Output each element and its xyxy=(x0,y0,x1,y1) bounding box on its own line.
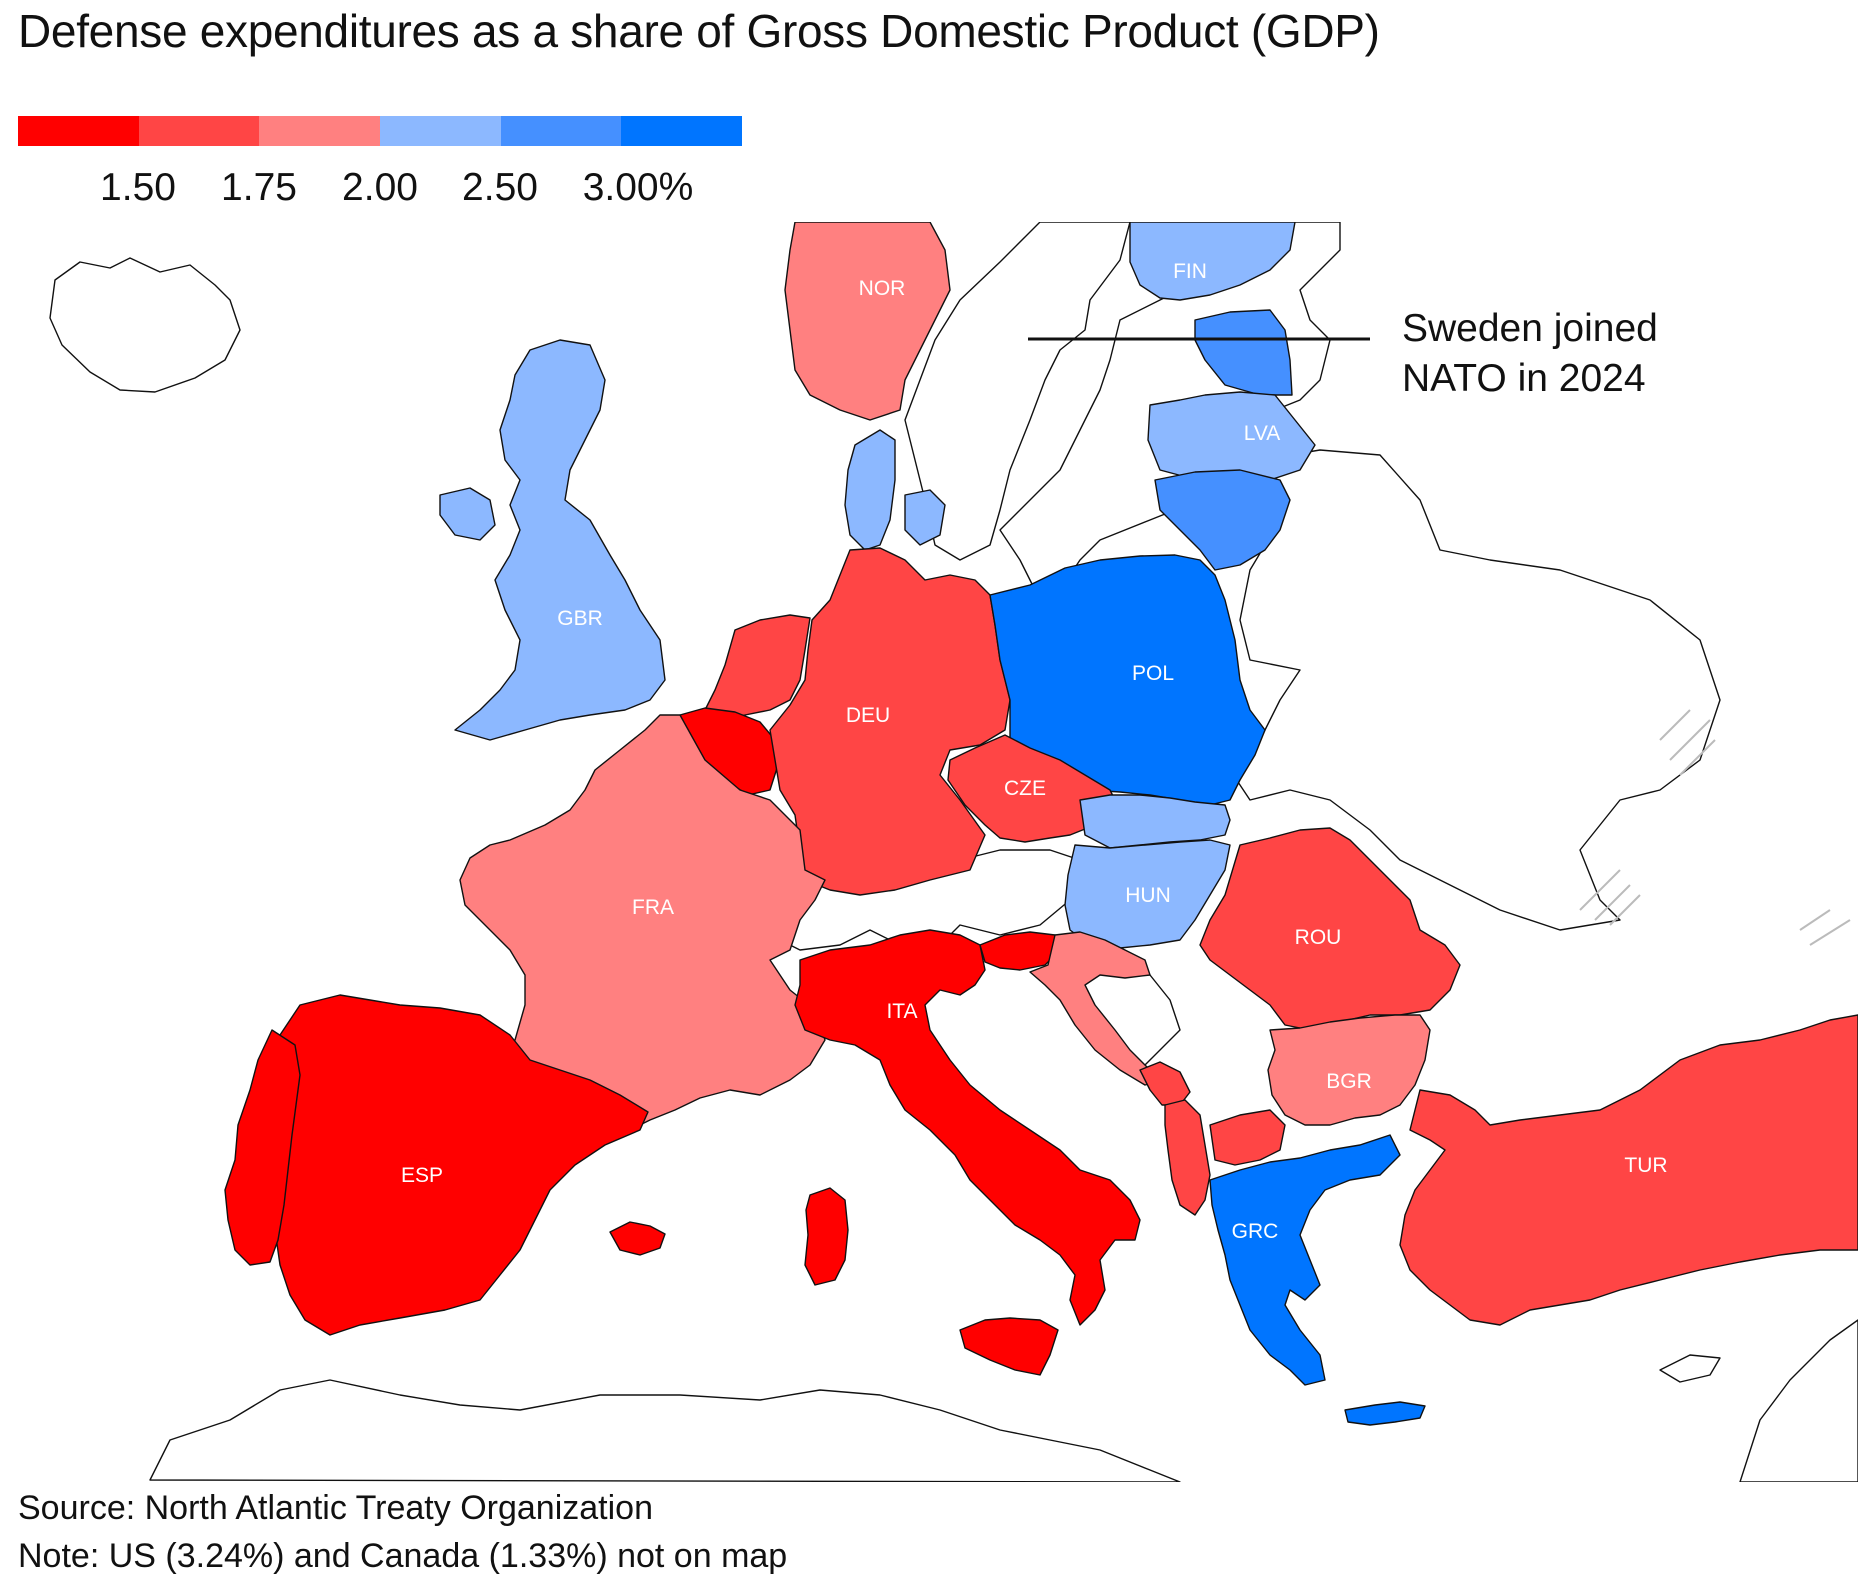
country-label: FRA xyxy=(632,896,674,919)
legend-swatch xyxy=(380,116,501,146)
country-LVA xyxy=(1147,391,1316,483)
color-legend: 1.50 1.75 2.00 2.50 3.00% xyxy=(18,116,778,209)
country-ALB xyxy=(1164,1099,1211,1216)
country-MKD xyxy=(1209,1109,1286,1166)
legend-swatch xyxy=(259,116,381,146)
country-HRV xyxy=(1029,931,1166,1086)
source-note: Source: North Atlantic Treaty Organizati… xyxy=(18,1489,653,1527)
footnote: Note: US (3.24%) and Canada (1.33%) not … xyxy=(18,1537,788,1575)
country-label: ITA xyxy=(886,1000,917,1023)
country-labels: NOR FIN LVA GBR DEU POL CZE HUN FRA ROU … xyxy=(401,260,1668,1243)
annotation-line-2: NATO in 2024 xyxy=(1402,357,1646,400)
country-label: POL xyxy=(1132,662,1174,685)
legend-swatch xyxy=(138,116,260,146)
country-label: ROU xyxy=(1295,926,1342,949)
legend-tick-label: 1.50 xyxy=(100,166,176,209)
iceland-shape xyxy=(49,257,241,393)
north-africa-shape xyxy=(149,1379,1181,1482)
country-BGR xyxy=(1267,1014,1431,1126)
country-label: ESP xyxy=(401,1164,443,1187)
sweden-annotation: Sweden joined NATO in 2024 xyxy=(1402,304,1658,404)
country-label: FIN xyxy=(1173,260,1207,283)
country-TUR xyxy=(1399,1014,1858,1326)
nato-countries xyxy=(224,222,1858,1426)
country-ITA xyxy=(794,929,1141,1376)
map-title: Defense expenditures as a share of Gross… xyxy=(18,5,1380,57)
country-NLD xyxy=(704,614,811,721)
sweden-shape xyxy=(904,222,1131,561)
country-GBR xyxy=(439,339,666,741)
europe-map: NOR FIN LVA GBR DEU POL CZE HUN FRA ROU … xyxy=(49,222,1858,1482)
country-HUN xyxy=(1064,839,1231,949)
country-label: CZE xyxy=(1004,777,1046,800)
country-PRT xyxy=(224,1029,301,1266)
annotation-line-1: Sweden joined xyxy=(1402,307,1658,350)
legend-swatch xyxy=(621,116,743,146)
legend-tick-label: 2.00 xyxy=(342,166,418,209)
country-MNE xyxy=(1139,1061,1191,1106)
country-label: GBR xyxy=(557,607,603,630)
legend-swatch xyxy=(500,116,622,146)
country-EST xyxy=(1194,309,1293,396)
country-label: DEU xyxy=(846,704,890,727)
country-label: LVA xyxy=(1244,422,1281,445)
country-LTU xyxy=(1154,469,1291,571)
country-label: GRC xyxy=(1232,1220,1279,1243)
legend-tick-label: 1.75 xyxy=(221,166,297,209)
country-label: HUN xyxy=(1125,884,1171,907)
legend-color-bar xyxy=(18,116,743,146)
cyprus-shape xyxy=(1659,1354,1721,1383)
background-land xyxy=(49,222,1858,1482)
legend-tick-label: 2.50 xyxy=(462,166,538,209)
country-label: TUR xyxy=(1624,1154,1667,1177)
country-label: BGR xyxy=(1326,1070,1372,1093)
country-label: NOR xyxy=(859,277,906,300)
country-ROU xyxy=(1199,827,1461,1031)
country-GRC xyxy=(1209,1134,1426,1426)
legend-swatch xyxy=(18,116,139,146)
mideast-shape xyxy=(1739,1319,1858,1482)
country-NOR xyxy=(784,222,951,421)
country-FIN xyxy=(1129,222,1296,301)
footer: Source: North Atlantic Treaty Organizati… xyxy=(18,1484,787,1580)
country-DNK xyxy=(844,429,946,551)
hatched-territory xyxy=(1579,709,1851,946)
legend-tick-label: 3.00% xyxy=(582,166,694,209)
legend-ticks: 1.50 1.75 2.00 2.50 3.00% xyxy=(18,146,778,209)
country-DEU xyxy=(769,547,1011,896)
